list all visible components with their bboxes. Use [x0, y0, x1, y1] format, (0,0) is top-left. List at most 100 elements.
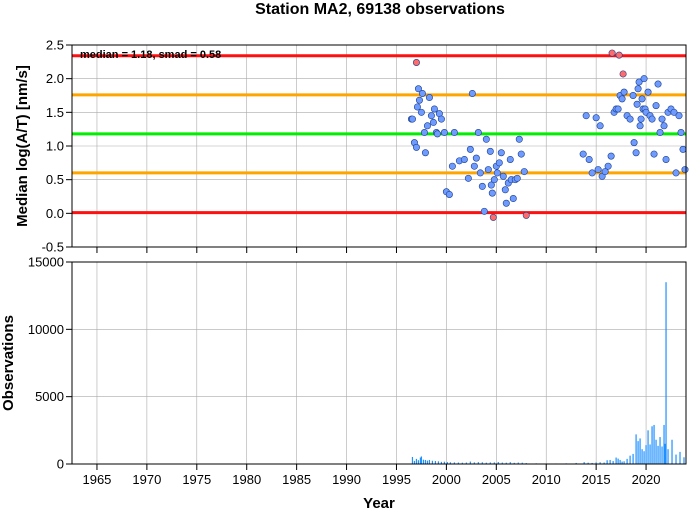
median-panel: -0.5 0.0 0.5 1.0 1.5 2.0 2.5 median = 1.18, sm… [14, 38, 689, 255]
median-reference-lines [72, 54, 686, 215]
median-point-s0-81 [634, 85, 642, 93]
median-y-tick-label-3: 1.0 [46, 139, 64, 154]
median-y-label: Median log(A/T) [nm/s] [14, 65, 31, 227]
median-point-s0-46 [499, 172, 507, 180]
median-point-s0-85 [638, 95, 646, 103]
median-point-s0-32 [474, 129, 482, 137]
median-point-s0-6 [415, 96, 423, 104]
median-point-s0-57 [520, 168, 528, 176]
median-y-tick-label-5: 2.0 [46, 71, 64, 86]
observation-bar-78 [679, 451, 681, 464]
observation-bar-3 [417, 460, 420, 464]
observation-bar-56 [629, 455, 631, 464]
observation-bar-50 [615, 457, 617, 464]
median-point-s0-83 [636, 122, 644, 130]
median-point-s0-40 [488, 189, 496, 197]
observation-bar-20 [465, 462, 467, 464]
observation-bar-2 [415, 458, 418, 464]
median-point-s0-55 [515, 135, 523, 143]
median-point-s0-62 [592, 114, 600, 122]
x-tick-label-2010: 2010 [532, 472, 561, 487]
observation-bar-25 [485, 462, 487, 464]
observation-bar-31 [509, 462, 511, 464]
observation-bar-68 [655, 439, 657, 464]
x-tick-label-1965: 1965 [82, 472, 111, 487]
median-grid [72, 44, 686, 248]
x-tick-label-1980: 1980 [232, 472, 261, 487]
median-point-s0-96 [656, 129, 664, 137]
observations-y-tick-label-0: 0 [57, 457, 64, 472]
observation-bar-63 [645, 445, 647, 464]
observation-bar-43 [591, 462, 593, 464]
median-point-s0-14 [429, 118, 437, 126]
median-point-s0-63 [594, 166, 602, 174]
observation-bar-49 [612, 461, 614, 464]
median-point-s0-93 [650, 150, 658, 158]
median-point-s0-23 [448, 162, 456, 170]
median-point-s0-84 [637, 115, 645, 123]
observation-bar-9 [428, 459, 431, 464]
observation-bar-0 [411, 456, 414, 464]
x-tick-label-1970: 1970 [132, 472, 161, 487]
observation-bar-4 [419, 457, 422, 464]
median-y-tick-label-0: -0.5 [42, 240, 64, 255]
observation-bar-55 [626, 458, 628, 464]
observations-bars [411, 282, 685, 464]
median-point-s0-9 [420, 129, 428, 137]
median-point-s0-10 [421, 149, 429, 157]
median-point-s0-67 [604, 162, 612, 170]
x-tick-label-2000: 2000 [432, 472, 461, 487]
observation-bar-21 [469, 461, 471, 464]
observation-bar-11 [434, 461, 437, 464]
median-y-tick-label-6: 2.5 [46, 38, 64, 53]
median-x-ticks [96, 247, 647, 253]
observation-bar-15 [446, 462, 448, 464]
median-point-s0-73 [618, 95, 626, 103]
median-point-s0-20 [440, 129, 448, 137]
observation-bar-16 [449, 462, 451, 464]
observations-x-ticks: 1965 1970 1975 1980 1985 1990 1995 2000 2005 2010… [82, 464, 661, 487]
median-point-s0-8 [418, 89, 426, 97]
observation-bar-5 [420, 456, 423, 464]
median-point-s0-90 [644, 88, 652, 96]
observation-bar-48 [609, 459, 611, 464]
median-point-s0-99 [662, 155, 670, 163]
median-point-s0-41 [490, 176, 498, 184]
median-point-s0-64 [596, 122, 604, 130]
median-y-ticks: -0.5 0.0 0.5 1.0 1.5 2.0 2.5 [42, 38, 72, 255]
observation-bar-70 [659, 437, 661, 464]
x-tick-label-2005: 2005 [482, 472, 511, 487]
median-point-s0-29 [468, 89, 476, 97]
observation-bar-72 [663, 424, 665, 464]
observation-bar-53 [621, 461, 623, 464]
observation-bar-45 [599, 462, 601, 464]
median-point-s0-56 [517, 150, 525, 158]
median-point-s0-68 [607, 152, 615, 160]
observation-bar-34 [521, 462, 523, 464]
observation-bar-32 [513, 462, 515, 464]
median-point-s0-34 [478, 182, 486, 190]
median-point-s0-30 [470, 162, 478, 170]
median-point-s0-33 [476, 169, 484, 177]
median-point-s0-54 [513, 174, 521, 182]
observation-bar-19 [461, 462, 463, 464]
median-point-s1-3 [608, 49, 616, 57]
observations-y-tick-label-3: 15000 [28, 255, 64, 270]
median-point-s0-26 [460, 155, 468, 163]
median-point-s0-78 [630, 139, 638, 147]
median-point-s1-1 [489, 213, 497, 221]
observation-bar-74 [665, 282, 667, 464]
observation-bar-28 [497, 461, 499, 464]
observation-bar-58 [635, 434, 637, 464]
observation-bar-23 [477, 462, 479, 464]
median-point-s0-87 [640, 75, 648, 83]
median-point-s0-27 [464, 174, 472, 182]
median-point-s0-4 [413, 103, 421, 111]
observation-bar-30 [505, 462, 507, 464]
observation-bar-71 [661, 446, 663, 464]
median-point-s0-94 [652, 102, 660, 110]
median-point-s0-52 [509, 195, 517, 203]
median-point-s0-22 [445, 190, 453, 198]
median-point-s0-19 [437, 115, 445, 123]
observation-bar-67 [653, 424, 655, 464]
